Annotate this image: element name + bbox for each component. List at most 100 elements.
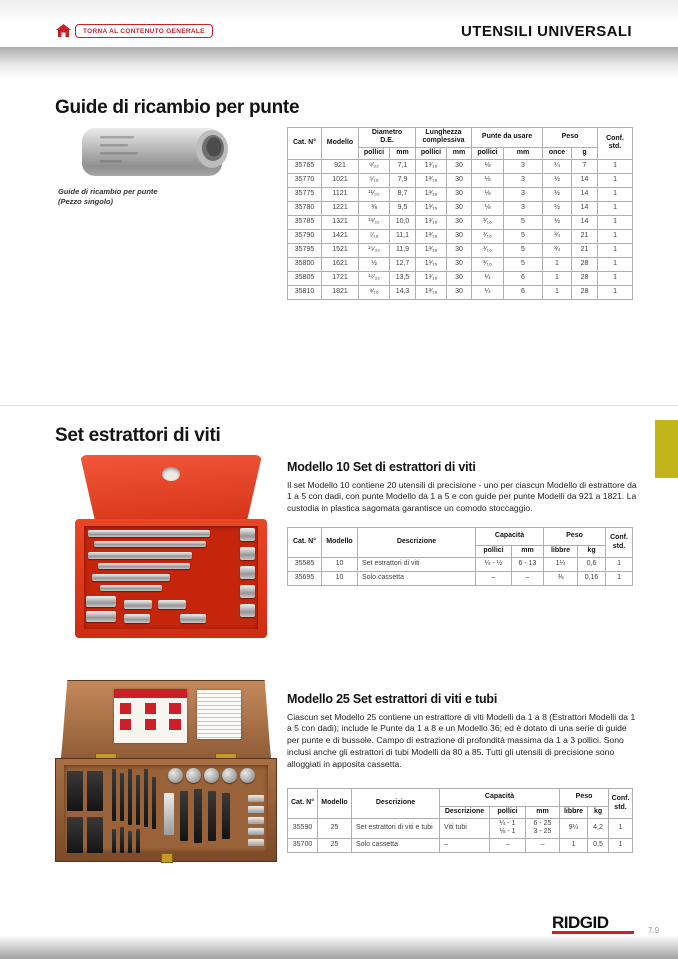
table-cell: 28 — [570, 284, 599, 300]
guide-piece-shape — [158, 600, 186, 609]
table-cell: – — [524, 837, 561, 853]
table-cell: ¾ — [542, 228, 572, 244]
table-cell: 1³⁄₁₆ — [415, 228, 447, 244]
drill-bit-shape — [100, 585, 162, 591]
table-cell: 35775 — [287, 186, 322, 202]
table-row: 35790 1421 ⁷⁄₁₆ 11,1 1³⁄₁₆ 30 ³⁄₁₆ 5 ¾ 21 1 — [287, 228, 634, 244]
table-cell: 35695 — [287, 571, 322, 586]
subcol-mm: mm — [389, 146, 416, 160]
table-cell: 5 — [503, 228, 543, 244]
subcol-descrizione: Descrizione — [439, 806, 490, 819]
subcol-libbre: libbre — [543, 545, 578, 558]
col-header-model: Modello — [321, 127, 359, 160]
table-cell: ⅛ — [471, 172, 504, 188]
nut-shape — [240, 528, 255, 541]
table-row: 35765 921 ⁹⁄₃₂ 7,1 1³⁄₁₆ 30 ⅛ 3 ¼ 7 1 — [287, 158, 634, 174]
punch-tool-shape — [144, 769, 148, 827]
table-cell: 1 — [597, 158, 634, 174]
table-cell: ¼ — [471, 284, 504, 300]
table-cell: 1³⁄₁₆ — [415, 270, 447, 286]
subcol-once: once — [542, 146, 572, 160]
table-cell: 1 — [597, 186, 634, 202]
table-cell: 25 — [317, 837, 352, 853]
table-cell: ¾ — [542, 242, 572, 258]
table-cell: 30 — [446, 200, 472, 216]
table-cell: 35785 — [287, 214, 322, 230]
table-cell: Solo cassetta — [357, 571, 476, 586]
table-cell: 1321 — [321, 214, 359, 230]
model-10-table: Cat. N° Modello Descrizione Capacità Pes… — [287, 527, 634, 586]
col-header-conf: Conf. std. — [608, 788, 634, 819]
extractor-tool-shape — [67, 817, 83, 853]
table-cell: 1³⁄₁₆ — [415, 186, 447, 202]
table-cell: ⁹⁄₃₂ — [358, 158, 390, 174]
subcol-mm: mm — [503, 146, 543, 160]
sleeve-tool-shape — [164, 793, 174, 835]
table-cell: 14,3 — [389, 284, 416, 300]
punch-tool-shape — [112, 829, 116, 853]
punch-tool-shape — [136, 775, 140, 825]
table-cell: 35800 — [287, 256, 322, 272]
subcol-pollici: pollici — [358, 146, 390, 160]
col-group-weight: Peso — [541, 127, 599, 148]
table-cell: 25 — [317, 818, 352, 839]
wood-base-shape — [55, 758, 277, 863]
nut-shape — [240, 566, 255, 579]
home-icon — [56, 24, 71, 38]
table-cell: 30 — [446, 256, 472, 272]
table-cell: 30 — [446, 172, 472, 188]
col-group-bits: Punte da usare — [471, 127, 543, 148]
back-link-label: TORNA AL CONTENUTO GENERALE — [75, 24, 213, 38]
table-cell: 21 — [570, 228, 599, 244]
col-group-length: Lunghezza complessiva — [415, 127, 472, 148]
table-cell: ¼ - 1 ⅛ - 1 — [489, 818, 526, 839]
table-cell: Solo cassetta — [351, 837, 440, 853]
extractor-tool-shape — [67, 771, 83, 811]
table-cell: 0,6 — [576, 557, 607, 572]
wood-lid-shape — [61, 680, 271, 760]
table-cell: 35810 — [287, 284, 322, 300]
hinge-shape — [95, 753, 118, 760]
table-cell: 1³⁄₁₆ — [415, 172, 447, 188]
table-cell: ⅜ — [358, 200, 390, 216]
table-row: 35785 1321 ¹³⁄₃₂ 10,0 1³⁄₁₆ 30 ³⁄₁₆ 5 ½ 14 1 — [287, 214, 634, 230]
table-cell: 3 — [503, 172, 543, 188]
table-cell: 1121 — [321, 186, 359, 202]
drill-tool-shape — [222, 793, 230, 839]
nut-shape — [240, 547, 255, 560]
table-cell: ¹³⁄₃₂ — [358, 214, 390, 230]
col-group-weight: Peso — [559, 788, 610, 807]
punch-tool-shape — [152, 777, 156, 829]
table-cell: 7 — [570, 158, 599, 174]
guide-piece-shape — [124, 600, 152, 609]
table-cell: 1 — [542, 256, 572, 272]
back-to-contents-link[interactable]: TORNA AL CONTENUTO GENERALE — [56, 24, 213, 38]
table-cell: 28 — [570, 270, 599, 286]
col-group-capacity: Capacità — [475, 527, 544, 546]
case-tray-shape — [84, 526, 258, 629]
table-cell: 1 — [597, 256, 634, 272]
model-25-case-image — [55, 680, 277, 870]
section-title-extractors: Set estrattori di viti — [55, 424, 221, 446]
guide-piece-shape — [86, 596, 116, 607]
nut-shape — [240, 604, 255, 617]
table-row: 35780 1221 ⅜ 9,5 1³⁄₁₆ 30 ⅛ 3 ½ 14 1 — [287, 200, 634, 216]
extractor-bar-shape — [98, 563, 190, 569]
table-cell: 30 — [446, 158, 472, 174]
table-cell: 1 — [597, 242, 634, 258]
table-cell: 7,1 — [389, 158, 416, 174]
table-cell: 1 — [608, 818, 634, 839]
punch-tool-shape — [112, 769, 116, 821]
table-cell: 6 - 13 — [511, 557, 544, 572]
table-cell: ¹⁷⁄₃₂ — [358, 270, 390, 286]
case-lid-shape — [80, 455, 262, 519]
table-cell: ½ — [542, 186, 572, 202]
table-cell: 1 — [597, 228, 634, 244]
table-cell: 1621 — [321, 256, 359, 272]
table-cell: 1821 — [321, 284, 359, 300]
subcol-libbre: libbre — [559, 806, 589, 819]
table-cell: 5 — [503, 214, 543, 230]
col-group-weight: Peso — [542, 527, 607, 546]
table-cell: 1421 — [321, 228, 359, 244]
drill-bit-shape — [88, 530, 210, 537]
